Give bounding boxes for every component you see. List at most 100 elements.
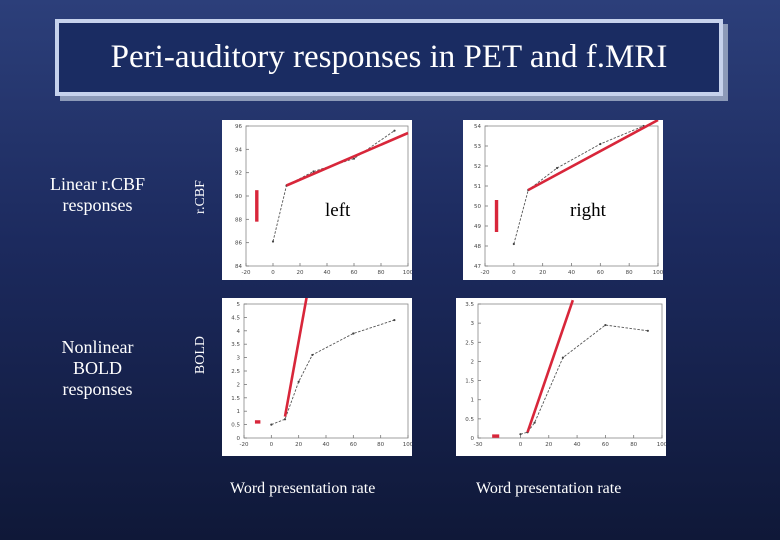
panel-bg — [456, 298, 666, 456]
slide-title: Peri-auditory responses in PET and f.MRI — [110, 39, 668, 75]
y-tick-label: 4 — [237, 329, 241, 335]
y-tick-label: 0.5 — [231, 423, 240, 429]
chart-rcbf-left: -20 0 20 40 60 80 100 84 86 88 90 92 94 96 — [222, 120, 412, 280]
y-tick-label: 96 — [235, 124, 242, 130]
data-point — [312, 170, 315, 173]
x-tick-label: 80 — [378, 270, 385, 276]
data-point — [646, 329, 649, 332]
y-tick-label: 2 — [471, 359, 475, 365]
row-label-linear: Linear r.CBF responses — [40, 174, 155, 216]
x-tick-label: 20 — [539, 270, 546, 276]
data-point — [311, 353, 314, 357]
y-tick-label: 3 — [237, 356, 241, 362]
x-tick-label: 0 — [512, 270, 516, 276]
fit-line — [285, 131, 409, 187]
y-tick-label: 0.5 — [465, 417, 474, 423]
data-point — [604, 323, 607, 327]
row-label-nonlinear-line-2: BOLD — [73, 358, 122, 378]
chart-bold-right: -30 0 20 40 60 80 100 0 0.5 1 1.5 2 2.5 3 3.5 — [456, 298, 666, 456]
x-tick-label: -20 — [240, 442, 249, 448]
data-point — [599, 142, 602, 146]
data-point — [270, 423, 273, 426]
fit-line — [283, 298, 308, 417]
y-tick-label: 1 — [237, 409, 241, 415]
y-tick-label: 94 — [235, 147, 242, 153]
x-tick-label: 40 — [574, 442, 581, 448]
data-point — [555, 166, 559, 170]
y-tick-label: 0 — [237, 436, 241, 442]
data-series-line — [520, 324, 648, 435]
y-tick-label: 84 — [235, 264, 242, 270]
y-tick-label: 51 — [474, 184, 481, 190]
x-tick-label: 80 — [377, 442, 384, 448]
y-tick-label: 3.5 — [465, 302, 474, 308]
x-tick-label: 100 — [403, 442, 412, 448]
x-tick-label: 100 — [657, 442, 666, 448]
data-point — [519, 433, 522, 436]
data-point — [352, 332, 355, 335]
data-point — [393, 318, 396, 322]
fit-line — [526, 299, 575, 433]
title-box: Peri-auditory responses in PET and f.MRI — [55, 19, 723, 96]
x-tick-label: 80 — [626, 270, 633, 276]
y-tick-label: 5 — [237, 302, 241, 308]
x-tick-label: 20 — [295, 442, 302, 448]
y-tick-label: 90 — [235, 194, 242, 200]
data-series-line — [271, 319, 395, 426]
x-axis-label-left: Word presentation rate — [230, 480, 376, 497]
data-point — [352, 157, 356, 160]
y-tick-label: 0 — [471, 436, 475, 442]
y-tick-label: 47 — [474, 264, 481, 270]
x-tick-label: 60 — [602, 442, 609, 448]
chart-bold-left: -20 0 20 40 60 80 100 0 0.5 1 1.5 2 2.5 3 3.5 4 4.5 5 — [222, 298, 412, 456]
y-tick-label: 50 — [474, 204, 481, 210]
y-tick-label: 52 — [474, 164, 481, 170]
plot-frame — [477, 303, 663, 439]
y-tick-label: 2 — [237, 382, 241, 388]
row-label-nonlinear-line-1: Nonlinear — [61, 337, 134, 357]
y-axis-label-bold: BOLD — [193, 335, 208, 375]
y-tick-label: 1 — [471, 398, 475, 404]
data-point — [561, 356, 565, 359]
x-tick-label: 20 — [297, 270, 304, 276]
fit-line — [527, 120, 659, 192]
panel-label-left: left — [325, 200, 351, 221]
chart-rcbf-right-svg: -20 0 20 40 60 80 100 47 48 49 50 51 52 53 54 — [463, 120, 663, 280]
data-point — [512, 242, 515, 246]
x-tick-label: 40 — [324, 270, 331, 276]
x-tick-label: 0 — [271, 270, 275, 276]
x-tick-label: -20 — [242, 270, 251, 276]
x-tick-label: 20 — [545, 442, 552, 448]
y-tick-label: 48 — [474, 244, 481, 250]
y-tick-label: 4.5 — [231, 315, 240, 321]
y-tick-label: 3.5 — [231, 342, 240, 348]
y-tick-label: 49 — [474, 224, 481, 230]
row-label-nonlinear-line-3: responses — [62, 379, 133, 399]
y-tick-label: 3 — [471, 321, 475, 327]
row-label-linear-line-1: Linear r.CBF — [50, 174, 145, 194]
data-point — [271, 240, 275, 243]
x-axis-label-right: Word presentation rate — [476, 480, 622, 497]
x-tick-label: 60 — [597, 270, 604, 276]
row-label-nonlinear: Nonlinear BOLD responses — [40, 337, 155, 400]
x-tick-label: 40 — [323, 442, 330, 448]
y-tick-label: 2.5 — [231, 369, 240, 375]
y-tick-label: 86 — [235, 241, 242, 247]
data-point — [297, 380, 300, 383]
x-tick-label: 60 — [351, 270, 358, 276]
panel-bg — [222, 120, 412, 280]
y-tick-label: 54 — [474, 124, 481, 130]
x-tick-label: 100 — [403, 270, 412, 276]
x-tick-label: 40 — [568, 270, 575, 276]
row-label-linear-line-2: responses — [62, 195, 133, 215]
x-tick-label: 60 — [350, 442, 357, 448]
chart-rcbf-right: -20 0 20 40 60 80 100 47 48 49 50 51 52 53 54 — [463, 120, 663, 280]
panel-bg — [222, 298, 412, 456]
panel-label-right: right — [570, 200, 606, 221]
y-tick-label: 2.5 — [465, 340, 474, 346]
data-point — [283, 418, 287, 421]
y-axis-label-rcbf: r.CBF — [193, 180, 208, 214]
x-tick-label: 0 — [519, 442, 523, 448]
